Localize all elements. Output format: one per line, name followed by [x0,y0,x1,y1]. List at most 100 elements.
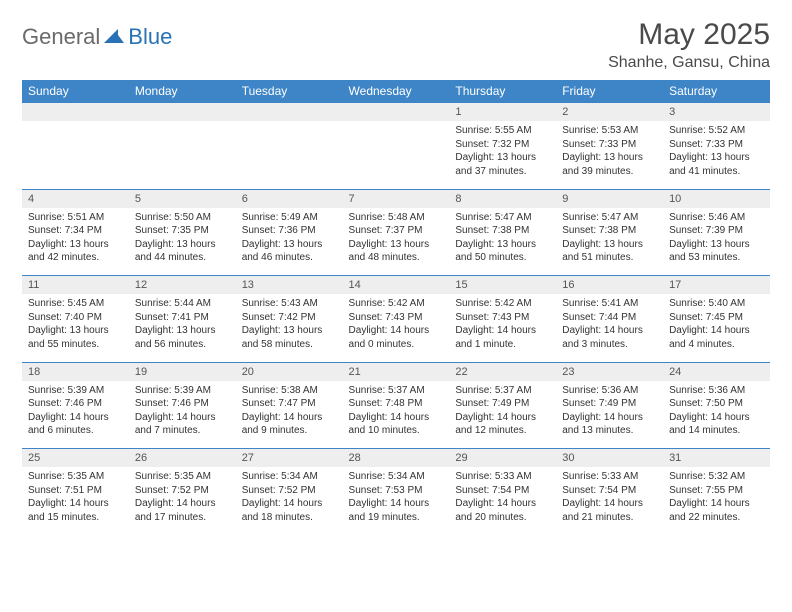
sunset-text: Sunset: 7:43 PM [349,311,444,325]
sunrise-text: Sunrise: 5:44 AM [135,297,230,311]
day-number: 31 [663,449,770,468]
day-cell: Sunrise: 5:52 AMSunset: 7:33 PMDaylight:… [663,121,770,189]
sunrise-text: Sunrise: 5:34 AM [349,470,444,484]
daylight-text: Daylight: 14 hours and 13 minutes. [562,411,657,438]
sunrise-text: Sunrise: 5:35 AM [28,470,123,484]
page-title: May 2025 [608,18,770,52]
daylight-text: Daylight: 13 hours and 53 minutes. [669,238,764,265]
day-number: 23 [556,362,663,381]
sunrise-text: Sunrise: 5:48 AM [349,211,444,225]
daylight-text: Daylight: 14 hours and 12 minutes. [455,411,550,438]
day-number: 28 [343,449,450,468]
day-cell: Sunrise: 5:38 AMSunset: 7:47 PMDaylight:… [236,381,343,449]
day-number: 4 [22,189,129,208]
sunset-text: Sunset: 7:39 PM [669,224,764,238]
day-number [22,103,129,122]
day-number: 18 [22,362,129,381]
day-number: 15 [449,276,556,295]
sunrise-text: Sunrise: 5:41 AM [562,297,657,311]
day-number-row: 45678910 [22,189,770,208]
dow-tuesday: Tuesday [236,80,343,103]
sunrise-text: Sunrise: 5:51 AM [28,211,123,225]
daylight-text: Daylight: 13 hours and 44 minutes. [135,238,230,265]
day-cell: Sunrise: 5:37 AMSunset: 7:48 PMDaylight:… [343,381,450,449]
sunset-text: Sunset: 7:55 PM [669,484,764,498]
sunrise-text: Sunrise: 5:39 AM [28,384,123,398]
sunset-text: Sunset: 7:38 PM [562,224,657,238]
sunrise-text: Sunrise: 5:52 AM [669,124,764,138]
day-cell: Sunrise: 5:47 AMSunset: 7:38 PMDaylight:… [556,208,663,276]
sunset-text: Sunset: 7:52 PM [242,484,337,498]
sunset-text: Sunset: 7:38 PM [455,224,550,238]
daylight-text: Daylight: 14 hours and 17 minutes. [135,497,230,524]
day-cell: Sunrise: 5:40 AMSunset: 7:45 PMDaylight:… [663,294,770,362]
day-number [129,103,236,122]
day-cell: Sunrise: 5:39 AMSunset: 7:46 PMDaylight:… [129,381,236,449]
header: General Blue May 2025 Shanhe, Gansu, Chi… [22,18,770,72]
day-number: 26 [129,449,236,468]
day-cell [129,121,236,189]
sunrise-text: Sunrise: 5:36 AM [669,384,764,398]
sunrise-text: Sunrise: 5:33 AM [562,470,657,484]
calendar-table: Sunday Monday Tuesday Wednesday Thursday… [22,80,770,535]
sunrise-text: Sunrise: 5:39 AM [135,384,230,398]
sunset-text: Sunset: 7:35 PM [135,224,230,238]
sunrise-text: Sunrise: 5:32 AM [669,470,764,484]
day-cell: Sunrise: 5:46 AMSunset: 7:39 PMDaylight:… [663,208,770,276]
day-number: 10 [663,189,770,208]
day-content-row: Sunrise: 5:51 AMSunset: 7:34 PM Daylight:… [22,208,770,276]
sunset-text: Sunset: 7:49 PM [455,397,550,411]
day-number-row: 123 [22,103,770,122]
day-cell: Sunrise: 5:49 AMSunset: 7:36 PMDaylight:… [236,208,343,276]
day-cell: Sunrise: 5:33 AMSunset: 7:54 PMDaylight:… [449,467,556,535]
day-number: 17 [663,276,770,295]
day-number: 24 [663,362,770,381]
sunset-text: Sunset: 7:54 PM [455,484,550,498]
day-number: 29 [449,449,556,468]
sunrise-text: Sunrise: 5:53 AM [562,124,657,138]
sunset-text: Sunset: 7:32 PM [455,138,550,152]
sunset-text: Sunset: 7:34 PM [28,224,123,238]
sunset-text: Sunset: 7:46 PM [28,397,123,411]
day-cell: Sunrise: 5:36 AMSunset: 7:49 PMDaylight:… [556,381,663,449]
day-cell: Sunrise: 5:53 AMSunset: 7:33 PMDaylight:… [556,121,663,189]
sunset-text: Sunset: 7:43 PM [455,311,550,325]
day-number: 22 [449,362,556,381]
daylight-text: Daylight: 14 hours and 4 minutes. [669,324,764,351]
day-number: 7 [343,189,450,208]
sunset-text: Sunset: 7:47 PM [242,397,337,411]
day-number: 6 [236,189,343,208]
sunrise-text: Sunrise: 5:36 AM [562,384,657,398]
daylight-text: Daylight: 13 hours and 39 minutes. [562,151,657,178]
day-content-row: Sunrise: 5:55 AMSunset: 7:32 PMDaylight:… [22,121,770,189]
daylight-text: Daylight: 13 hours and 41 minutes. [669,151,764,178]
logo: General Blue [22,18,172,50]
daylight-text: Daylight: 13 hours and 37 minutes. [455,151,550,178]
day-number-row: 11121314151617 [22,276,770,295]
daylight-text: Daylight: 14 hours and 22 minutes. [669,497,764,524]
sunrise-text: Sunrise: 5:40 AM [669,297,764,311]
day-number [236,103,343,122]
day-cell: Sunrise: 5:39 AMSunset: 7:46 PMDaylight:… [22,381,129,449]
day-number: 11 [22,276,129,295]
sunrise-text: Sunrise: 5:47 AM [562,211,657,225]
sunset-text: Sunset: 7:46 PM [135,397,230,411]
daylight-text: Daylight: 14 hours and 3 minutes. [562,324,657,351]
day-cell: Sunrise: 5:50 AMSunset: 7:35 PMDaylight:… [129,208,236,276]
dow-sunday: Sunday [22,80,129,103]
sunset-text: Sunset: 7:49 PM [562,397,657,411]
daylight-text: Daylight: 14 hours and 14 minutes. [669,411,764,438]
day-of-week-row: Sunday Monday Tuesday Wednesday Thursday… [22,80,770,103]
day-number: 13 [236,276,343,295]
day-number-row: 18192021222324 [22,362,770,381]
day-number [343,103,450,122]
day-cell: Sunrise: 5:35 AMSunset: 7:52 PMDaylight:… [129,467,236,535]
day-number: 19 [129,362,236,381]
day-number: 25 [22,449,129,468]
day-cell: Sunrise: 5:33 AMSunset: 7:54 PMDaylight:… [556,467,663,535]
day-content-row: Sunrise: 5:39 AMSunset: 7:46 PMDaylight:… [22,381,770,449]
sunrise-text: Sunrise: 5:45 AM [28,297,123,311]
logo-text-general: General [22,24,100,50]
daylight-text: Daylight: 14 hours and 20 minutes. [455,497,550,524]
day-cell: Sunrise: 5:42 AMSunset: 7:43 PMDaylight:… [449,294,556,362]
